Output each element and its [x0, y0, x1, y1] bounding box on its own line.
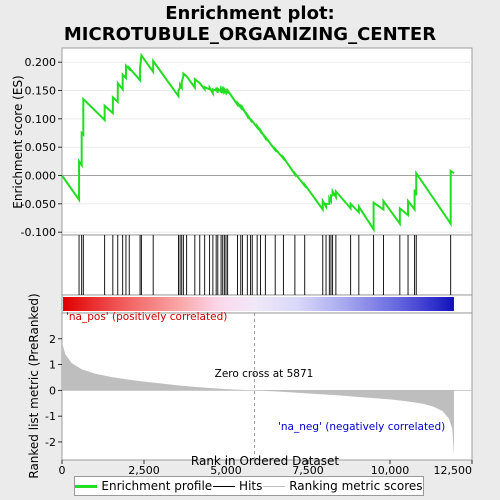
- x-tick-label: 0: [59, 464, 66, 477]
- legend-label-hits: Hits: [239, 479, 263, 493]
- metric-y-tick-label: 0: [49, 384, 56, 397]
- hits-panel: [61, 234, 473, 296]
- x-axis-label: Rank in Ordered Dataset: [191, 454, 339, 468]
- es-y-axis-label: Enrichment score (ES): [11, 75, 25, 208]
- rank-colorbar: [63, 297, 454, 311]
- es-y-tick-label: -0.050: [21, 198, 56, 211]
- x-tick-label: 2,500: [128, 464, 160, 477]
- chart-title-line-2: MICROTUBULE_ORGANIZING_CENTER: [64, 24, 436, 45]
- es-y-tick-label: 0.150: [25, 85, 57, 98]
- metric-y-tick-label: -2: [45, 436, 56, 449]
- pos-correlated-label: 'na_pos' (positively correlated): [66, 311, 227, 323]
- metric-y-tick-label: -1: [45, 410, 56, 423]
- legend-swatch-hits: [213, 485, 236, 487]
- metric-y-tick-label: 1: [49, 359, 56, 372]
- es-y-tick-label: 0.200: [25, 56, 57, 69]
- es-y-tick-label: 0.100: [25, 113, 57, 126]
- legend-swatch-ranking-metric: [263, 485, 286, 487]
- legend-item-enrichment-profile: Enrichment profile: [75, 479, 212, 493]
- x-tick-label: 5,000: [210, 464, 242, 477]
- es-y-tick-label: 0.050: [25, 141, 57, 154]
- es-y-tick-label: 0.000: [25, 170, 57, 183]
- chart-legend: Enrichment profile Hits Ranking metric s…: [74, 476, 424, 496]
- zero-cross-label: Zero cross at 5871: [215, 368, 314, 380]
- metric-y-ticks: -2 -1 0 1 2: [45, 333, 62, 449]
- es-y-ticks: -0.100 -0.050 0.000 0.050 0.100 0.150 0.200: [21, 56, 62, 239]
- legend-item-hits: Hits: [213, 479, 262, 493]
- metric-y-tick-label: 2: [49, 333, 56, 346]
- legend-swatch-enrichment-profile: [75, 484, 98, 488]
- legend-item-ranking-metric: Ranking metric scores: [263, 479, 423, 493]
- es-y-tick-label: -0.100: [21, 226, 56, 239]
- legend-label-enrichment-profile: Enrichment profile: [101, 479, 213, 493]
- enrichment-profile-line: [61, 52, 455, 233]
- x-tick-label: 10,000: [371, 464, 410, 477]
- chart-title-line-1: Enrichment plot:: [165, 3, 335, 24]
- x-axis-ticks: 0 2,500 5,000 7,500 10,000 12,500: [59, 460, 473, 477]
- hit-lines: [78, 235, 452, 295]
- x-tick-label: 7,500: [292, 464, 324, 477]
- neg-correlated-label: 'na_neg' (negatively correlated): [278, 421, 445, 433]
- legend-label-ranking-metric: Ranking metric scores: [289, 479, 423, 493]
- x-tick-label: 12,500: [434, 464, 473, 477]
- metric-y-axis-label: Ranked list metric (PreRanked): [27, 293, 41, 478]
